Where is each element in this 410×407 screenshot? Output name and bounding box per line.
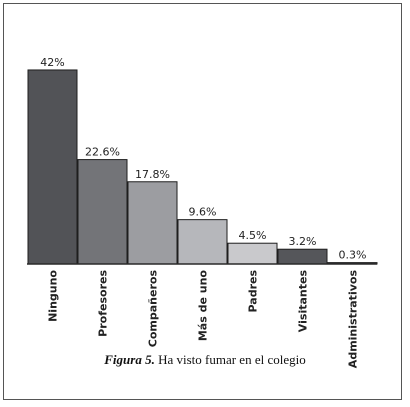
category-label-6: Administrativos [347,270,360,369]
value-label-4: 4.5% [239,229,267,242]
bar-5 [277,248,328,265]
value-label-6: 0.3% [339,249,367,262]
value-label-0: 42% [40,56,64,69]
category-label-1: Profesores [97,270,110,337]
category-label-5: Visitantes [297,270,310,333]
bar-4 [227,242,278,265]
bar-1 [77,159,128,265]
bar-0 [27,69,78,265]
category-label-0: Ninguno [47,270,60,322]
value-label-3: 9.6% [189,206,217,219]
figure-caption-text: Ha visto fumar en el colegio [154,352,306,367]
value-label-5: 3.2% [289,235,317,248]
value-label-2: 17.8% [135,168,170,181]
category-label-4: Padres [247,270,260,313]
figure-label: Figura 5. [104,352,155,367]
bar-3 [177,219,228,265]
bar-2 [127,181,178,265]
category-label-2: Compañeros [147,270,160,348]
category-label-3: Más de uno [197,270,210,342]
value-label-1: 22.6% [85,146,120,159]
figure-caption: Figura 5. Ha visto fumar en el colegio [0,352,410,368]
